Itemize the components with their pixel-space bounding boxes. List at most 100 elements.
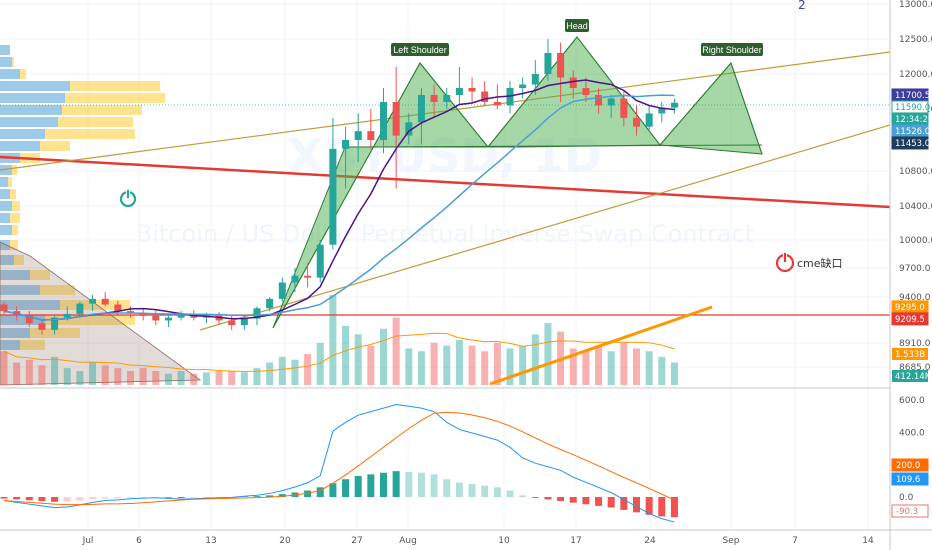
macd-histogram-bar xyxy=(455,482,463,497)
time-tick-label: 10 xyxy=(498,536,510,546)
macd-histogram-bar xyxy=(51,497,59,502)
time-tick-label: 6 xyxy=(136,536,142,546)
drawings xyxy=(0,36,891,386)
power-icon[interactable] xyxy=(775,252,795,273)
macd-histogram-bar xyxy=(127,497,134,498)
volume-bar xyxy=(493,342,501,385)
volume-profile-bar xyxy=(8,177,12,187)
volume-bar xyxy=(392,317,400,385)
volume-bar xyxy=(190,373,198,385)
volume-profile-bar xyxy=(0,328,30,338)
time-tick-label: 7 xyxy=(792,536,798,546)
volume-profile-bar xyxy=(20,69,26,79)
macd-histogram-bar xyxy=(342,479,350,497)
macd-histogram-bar xyxy=(101,497,109,499)
macd-histogram-bar xyxy=(405,471,413,497)
volume-bar xyxy=(215,370,223,385)
price-tick-label: 13000.0 xyxy=(899,0,932,10)
macd-histogram-bar xyxy=(569,497,577,503)
fast-ma-line xyxy=(3,79,675,321)
volume-bar xyxy=(633,348,640,385)
macd-histogram-bar xyxy=(266,495,274,497)
macd-histogram-bar xyxy=(13,497,21,500)
moving-averages xyxy=(3,79,675,321)
volume-bar xyxy=(228,370,236,385)
volume-bar xyxy=(354,334,362,385)
volume-profile-bar xyxy=(0,300,60,310)
volume-tag-box xyxy=(892,370,928,382)
volume-profile-bar xyxy=(14,255,24,265)
macd-histogram-bar xyxy=(506,490,514,497)
candle-body xyxy=(405,122,413,136)
volume-profile-bar xyxy=(10,213,20,223)
volume-profile-bar xyxy=(10,189,16,199)
macd-histogram-bar xyxy=(645,497,653,515)
volume-bars xyxy=(0,295,678,385)
volume-profile-bar xyxy=(58,117,133,127)
macd-histogram-bar xyxy=(278,494,286,497)
orange-trend-line xyxy=(489,305,713,386)
time-tick-label: 20 xyxy=(279,536,291,546)
volume-bar xyxy=(595,345,603,385)
volume-bar xyxy=(266,362,274,385)
volume-tag-label: 1.533B xyxy=(895,350,925,360)
candle-body xyxy=(127,311,134,313)
time-tick-label: Jul xyxy=(82,536,94,546)
volume-bar xyxy=(114,368,122,385)
candle-body xyxy=(658,107,666,114)
candle-body xyxy=(670,102,678,108)
volume-bar xyxy=(101,365,109,385)
macd-pane xyxy=(0,404,678,523)
volume-ma-line xyxy=(3,332,675,373)
macd-histogram-bar xyxy=(89,497,97,500)
macd-histogram-bar xyxy=(557,497,565,502)
left_shoulder-label-box xyxy=(391,43,449,56)
candle-body xyxy=(607,98,615,106)
macd-histogram-bar xyxy=(607,497,615,508)
candle-body xyxy=(114,304,122,312)
volume-bar xyxy=(25,359,33,385)
macd-histogram-bar xyxy=(177,497,185,498)
volume-bar xyxy=(443,345,451,385)
volume-bar xyxy=(417,351,425,385)
volume-profile-bar xyxy=(0,177,8,187)
volume-bar xyxy=(63,368,71,385)
price-tick-label: 12500.0 xyxy=(899,35,932,45)
volume-bar xyxy=(367,345,375,385)
volume-tag-label: 412.14M xyxy=(895,372,932,382)
price-tag-label: 9209.5 xyxy=(895,315,925,325)
volume-bar xyxy=(51,356,59,385)
volume-profile-bar xyxy=(62,105,142,115)
macd-histogram-bar xyxy=(316,487,324,497)
candle-body xyxy=(152,315,160,321)
macd-histogram-bar xyxy=(620,497,628,510)
volume-bar xyxy=(342,325,350,385)
volume-bar xyxy=(304,354,312,385)
macd-histogram-bar xyxy=(38,497,46,502)
candle-body xyxy=(76,303,84,314)
price-tick-label: 10800.0 xyxy=(899,167,932,177)
volume-bar xyxy=(519,345,527,385)
price-tick-label: 10400.0 xyxy=(899,202,932,212)
volume-profile-bar xyxy=(0,340,20,350)
volume-profile-bar xyxy=(60,300,130,310)
volume-profile-bar xyxy=(0,93,65,103)
price-tick-label: 9400.0 xyxy=(899,293,931,303)
candle-body xyxy=(531,74,539,85)
time-tick-label: 27 xyxy=(351,536,362,546)
price-tag-label: 11590.0 xyxy=(895,103,930,113)
macd-tick-label: 400.0 xyxy=(899,428,925,438)
macd-histogram-bar xyxy=(443,479,451,497)
price-tick-label: 10000.0 xyxy=(899,236,932,246)
candle-body xyxy=(582,88,590,95)
power-icon[interactable] xyxy=(119,189,137,208)
macd-histogram-bar xyxy=(329,483,337,497)
candle-body xyxy=(329,148,337,245)
volume-bar xyxy=(658,356,666,385)
volume-bar xyxy=(127,370,134,385)
volume-profile-bar xyxy=(40,141,70,151)
candle-body xyxy=(316,244,324,278)
candle-body xyxy=(63,313,71,318)
candle-body xyxy=(620,98,628,118)
candle-body xyxy=(468,88,476,92)
